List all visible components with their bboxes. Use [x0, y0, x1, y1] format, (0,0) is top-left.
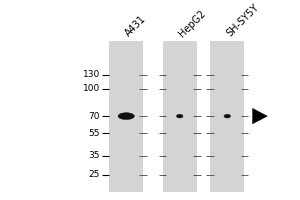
Bar — [109, 41, 143, 192]
Text: SH-SY5Y: SH-SY5Y — [224, 3, 260, 39]
Text: 70: 70 — [89, 112, 100, 121]
Text: 55: 55 — [89, 129, 100, 138]
Ellipse shape — [118, 113, 134, 120]
Ellipse shape — [176, 114, 183, 118]
Polygon shape — [253, 108, 267, 124]
Text: 35: 35 — [89, 151, 100, 160]
Text: 100: 100 — [83, 84, 100, 93]
Bar — [210, 41, 244, 192]
Text: A431: A431 — [123, 14, 148, 39]
Text: 25: 25 — [89, 170, 100, 179]
Text: HepG2: HepG2 — [177, 8, 207, 39]
Text: 130: 130 — [83, 70, 100, 79]
Ellipse shape — [224, 114, 230, 118]
Bar — [163, 41, 197, 192]
